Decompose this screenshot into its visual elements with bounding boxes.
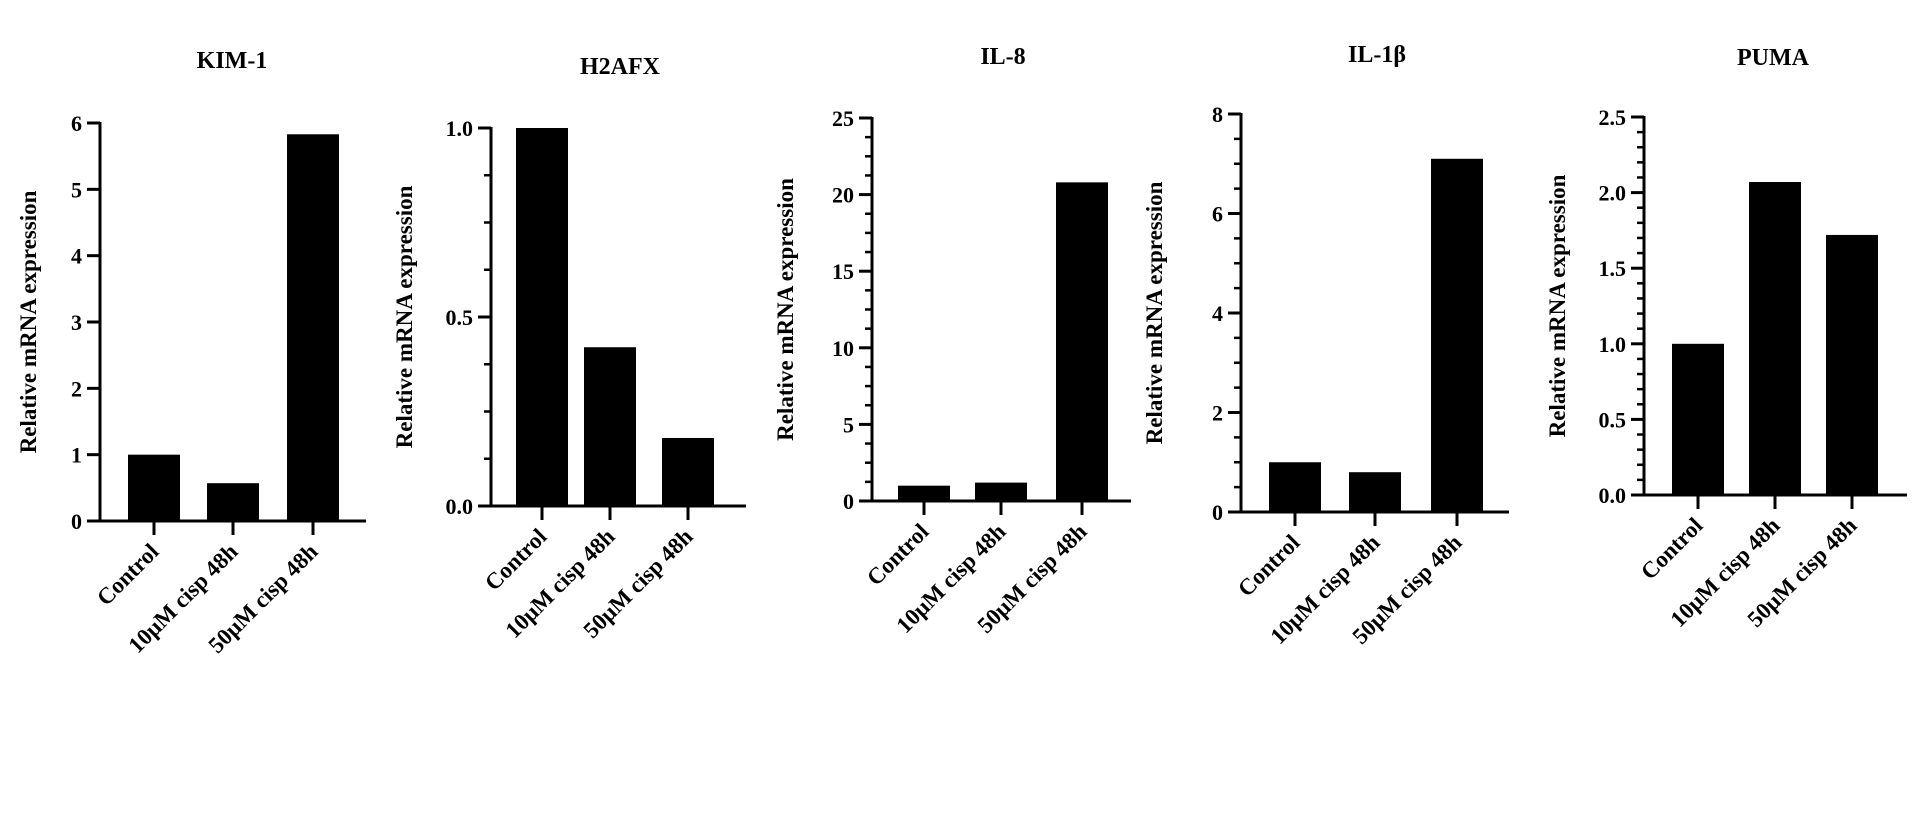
y-tick-label: 5: [843, 412, 854, 437]
y-tick-label: 4: [1212, 301, 1223, 326]
bar-50-m-cisp-48h: [1826, 234, 1878, 495]
chart-panel-il-8: IL-8 Relative mRNA expression 0 5 10 15 20 25 Co…: [773, 44, 1131, 638]
bar-10-m-cisp-48h: [584, 347, 636, 506]
y-tick-label: 6: [71, 111, 82, 136]
bar-control: [128, 454, 180, 521]
y-axis-label: Relative mRNA expression: [392, 185, 417, 448]
y-tick-label: 5: [71, 177, 82, 202]
y-tick-label: 2.0: [1599, 181, 1627, 206]
y-axis-label: Relative mRNA expression: [16, 190, 41, 453]
y-tick-label: 2: [1212, 401, 1223, 426]
bar-50-m-cisp-48h: [662, 437, 714, 506]
x-tick-label-control: Control: [1233, 530, 1305, 602]
y-axis-label: Relative mRNA expression: [1545, 174, 1570, 437]
chart-title: IL-1β: [1348, 42, 1406, 68]
y-tick-label: 0.5: [446, 305, 474, 330]
y-tick-label: 1.0: [446, 116, 474, 141]
y-tick-label: 1.5: [1599, 256, 1627, 281]
bar-control: [1269, 462, 1321, 512]
bar-10-m-cisp-48h: [975, 482, 1027, 501]
bar-50-m-cisp-48h: [1431, 158, 1483, 512]
y-tick-label: 3: [71, 310, 82, 335]
y-tick-label: 2: [71, 376, 82, 401]
y-axis-label: Relative mRNA expression: [1142, 181, 1167, 444]
bar-control: [1672, 343, 1724, 495]
bar-50-m-cisp-48h: [1056, 182, 1108, 501]
y-tick-label: 0.0: [446, 494, 474, 519]
chart-panel-il-1b: IL-1β Relative mRNA expression 0 2 4 6 8 Contro…: [1142, 42, 1509, 649]
y-tick-label: 0.0: [1599, 483, 1627, 508]
y-tick-label: 6: [1212, 202, 1223, 227]
x-tick-label-control: Control: [92, 539, 164, 611]
y-tick-label: 0: [71, 509, 82, 534]
chart-title: IL-8: [980, 44, 1025, 70]
y-tick-label: 25: [832, 106, 854, 131]
chart-title: PUMA: [1737, 45, 1810, 71]
chart-title: H2AFX: [580, 54, 661, 80]
x-tick-label-control: Control: [1636, 513, 1708, 585]
bar-10-m-cisp-48h: [207, 483, 259, 521]
bar-control: [516, 128, 568, 506]
y-tick-label: 8: [1212, 102, 1223, 127]
y-tick-label: 1.0: [1599, 332, 1627, 357]
y-tick-label: 4: [71, 244, 82, 269]
y-axis-label: Relative mRNA expression: [773, 178, 798, 441]
bar-control: [898, 485, 950, 501]
bar-50-m-cisp-48h: [287, 134, 339, 521]
y-tick-label: 0: [843, 489, 854, 514]
x-tick-label-control: Control: [862, 519, 934, 591]
y-tick-label: 2.5: [1599, 105, 1627, 130]
y-tick-label: 0.5: [1599, 407, 1627, 432]
bar-10-m-cisp-48h: [1749, 182, 1801, 496]
chart-panel-kim-1: KIM-1 Relative mRNA expression 0 1 2 3 4 5 6 Cont…: [16, 48, 366, 658]
chart-panel-puma: PUMA Relative mRNA expression 0.0 0.5 1.0 1.5…: [1545, 45, 1907, 632]
y-tick-label: 10: [832, 336, 854, 361]
y-tick-label: 20: [832, 183, 854, 208]
chart-title: KIM-1: [197, 48, 268, 74]
bar-10-m-cisp-48h: [1349, 472, 1401, 512]
y-tick-label: 15: [832, 259, 854, 284]
y-tick-label: 0: [1212, 500, 1223, 525]
y-tick-label: 1: [71, 443, 82, 468]
